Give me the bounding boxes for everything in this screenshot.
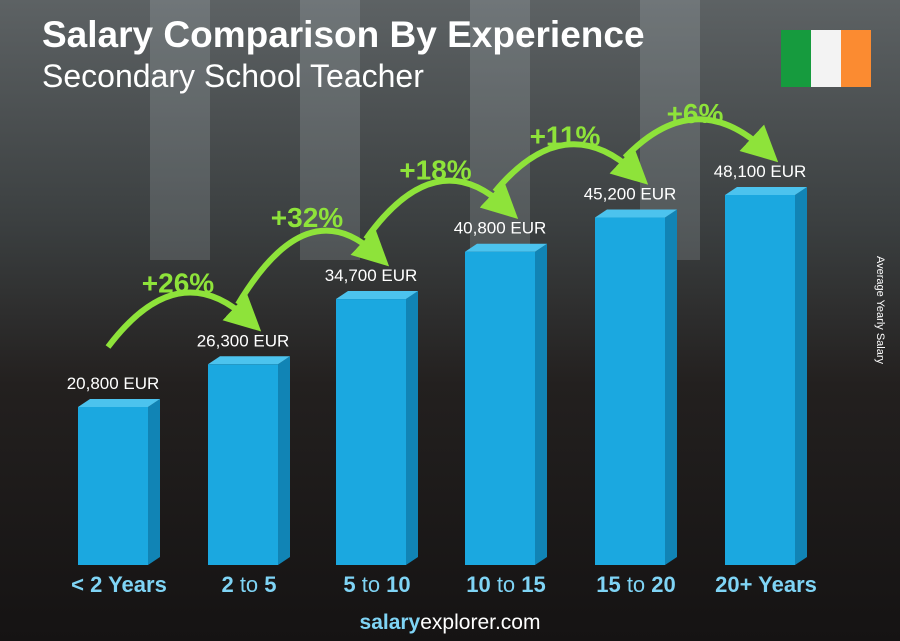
bar-front: [465, 251, 535, 565]
change-label: +6%: [667, 98, 724, 129]
flag-stripe-white: [811, 30, 841, 87]
bar: [725, 187, 807, 565]
change-label: +18%: [399, 155, 471, 186]
flag-stripe-green: [781, 30, 811, 87]
bar-front: [336, 299, 406, 565]
change-arrow: [235, 227, 390, 306]
bar-side: [406, 291, 418, 565]
bar-top: [208, 356, 290, 365]
bar: [336, 291, 418, 565]
bar: [465, 243, 547, 565]
bar: [595, 209, 677, 565]
bar-front: [78, 407, 148, 565]
bar-side: [795, 187, 807, 565]
bar-front: [725, 195, 795, 565]
category-label: 10 to 15: [466, 572, 546, 597]
bar-top: [465, 243, 547, 252]
value-label: 45,200 EUR: [584, 185, 677, 204]
category-label: 20+ Years: [715, 572, 817, 597]
flag-stripe-orange: [841, 30, 871, 87]
change-arrow: [492, 141, 649, 194]
bar-side: [148, 399, 160, 565]
bar-side: [665, 209, 677, 565]
change-label: +11%: [530, 121, 601, 152]
change-arrow: [105, 289, 262, 349]
bar-top: [595, 209, 677, 218]
change-arrow: [622, 116, 779, 163]
category-label: < 2 Years: [71, 572, 167, 597]
bar: [78, 399, 160, 565]
change-label: +26%: [142, 267, 214, 298]
chart-subtitle: Secondary School Teacher: [42, 58, 424, 94]
value-label: 34,700 EUR: [325, 266, 418, 285]
category-label: 2 to 5: [221, 572, 276, 597]
bar-top: [336, 291, 418, 300]
chart-title: Salary Comparison By Experience: [42, 14, 645, 55]
category-label: 5 to 10: [343, 572, 410, 597]
bar: [208, 356, 290, 565]
value-label: 40,800 EUR: [454, 219, 547, 238]
footer-brand[interactable]: salaryexplorer.com: [0, 611, 900, 635]
bar-side: [278, 356, 290, 565]
brand-bold: salary: [359, 611, 421, 634]
value-label: 20,800 EUR: [67, 374, 160, 393]
value-label: 48,100 EUR: [714, 162, 807, 181]
background-window: [150, 0, 210, 260]
brand-rest: explorer.com: [420, 611, 541, 634]
bar-front: [208, 364, 278, 565]
bar-side: [535, 243, 547, 565]
ireland-flag: [781, 30, 871, 87]
value-label: 26,300 EUR: [197, 331, 290, 350]
bar-top: [725, 187, 807, 195]
background-window: [300, 0, 360, 260]
category-label: 15 to 20: [596, 572, 676, 597]
change-arrow: [363, 177, 519, 241]
bar-front: [595, 217, 665, 565]
change-label: +32%: [271, 202, 343, 233]
bar-top: [78, 399, 160, 407]
